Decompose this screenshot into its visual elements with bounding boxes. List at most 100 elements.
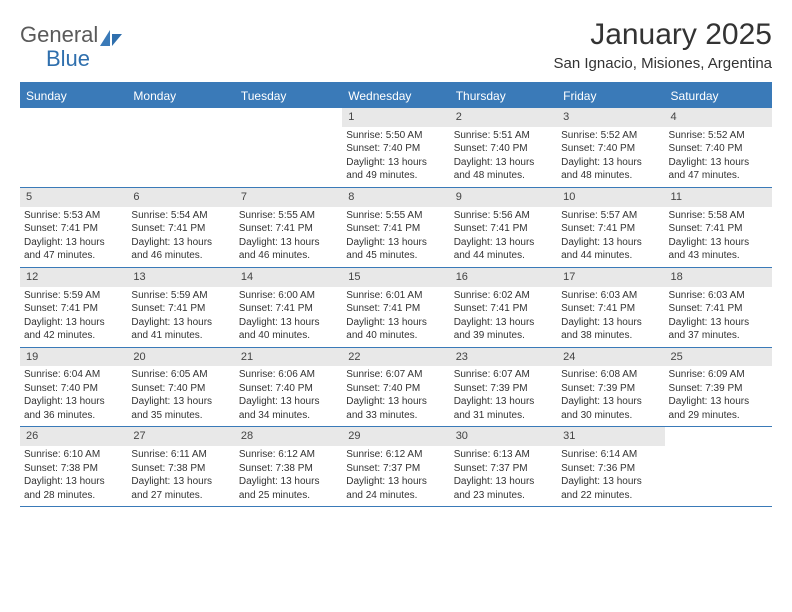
day-cell: 29Sunrise: 6:12 AMSunset: 7:37 PMDayligh… (342, 427, 449, 506)
daylight-line: Daylight: 13 hours and 39 minutes. (454, 316, 553, 343)
sunrise-line: Sunrise: 6:09 AM (669, 368, 768, 382)
day-cell: 6Sunrise: 5:54 AMSunset: 7:41 PMDaylight… (127, 188, 234, 267)
day-number: 28 (235, 427, 342, 446)
day-header: Saturday (665, 84, 772, 108)
day-number: 20 (127, 348, 234, 367)
day-header: Friday (557, 84, 664, 108)
day-cell: 30Sunrise: 6:13 AMSunset: 7:37 PMDayligh… (450, 427, 557, 506)
day-cell: 26Sunrise: 6:10 AMSunset: 7:38 PMDayligh… (20, 427, 127, 506)
day-cell: 4Sunrise: 5:52 AMSunset: 7:40 PMDaylight… (665, 108, 772, 187)
daylight-line: Daylight: 13 hours and 37 minutes. (669, 316, 768, 343)
day-cell: 12Sunrise: 5:59 AMSunset: 7:41 PMDayligh… (20, 268, 127, 347)
daylight-line: Daylight: 13 hours and 44 minutes. (561, 236, 660, 263)
day-cell: 2Sunrise: 5:51 AMSunset: 7:40 PMDaylight… (450, 108, 557, 187)
sunset-line: Sunset: 7:39 PM (454, 382, 553, 396)
sunset-line: Sunset: 7:40 PM (454, 142, 553, 156)
logo-text: General Blue (20, 24, 124, 71)
day-number: 29 (342, 427, 449, 446)
daylight-line: Daylight: 13 hours and 34 minutes. (239, 395, 338, 422)
daylight-line: Daylight: 13 hours and 41 minutes. (131, 316, 230, 343)
day-number: 9 (450, 188, 557, 207)
daylight-line: Daylight: 13 hours and 49 minutes. (346, 156, 445, 183)
day-cell: 15Sunrise: 6:01 AMSunset: 7:41 PMDayligh… (342, 268, 449, 347)
sunrise-line: Sunrise: 6:12 AM (346, 448, 445, 462)
daylight-line: Daylight: 13 hours and 48 minutes. (561, 156, 660, 183)
sunset-line: Sunset: 7:41 PM (131, 302, 230, 316)
sunrise-line: Sunrise: 6:11 AM (131, 448, 230, 462)
sunset-line: Sunset: 7:41 PM (239, 222, 338, 236)
sunset-line: Sunset: 7:41 PM (346, 302, 445, 316)
day-number: 8 (342, 188, 449, 207)
daylight-line: Daylight: 13 hours and 31 minutes. (454, 395, 553, 422)
day-cell: 14Sunrise: 6:00 AMSunset: 7:41 PMDayligh… (235, 268, 342, 347)
daylight-line: Daylight: 13 hours and 25 minutes. (239, 475, 338, 502)
sunrise-line: Sunrise: 5:51 AM (454, 129, 553, 143)
sunset-line: Sunset: 7:39 PM (561, 382, 660, 396)
day-header: Monday (127, 84, 234, 108)
sunset-line: Sunset: 7:39 PM (669, 382, 768, 396)
daylight-line: Daylight: 13 hours and 47 minutes. (669, 156, 768, 183)
sunrise-line: Sunrise: 5:54 AM (131, 209, 230, 223)
sunrise-line: Sunrise: 6:04 AM (24, 368, 123, 382)
sunset-line: Sunset: 7:41 PM (669, 302, 768, 316)
daylight-line: Daylight: 13 hours and 35 minutes. (131, 395, 230, 422)
day-cell: 8Sunrise: 5:55 AMSunset: 7:41 PMDaylight… (342, 188, 449, 267)
sunset-line: Sunset: 7:40 PM (24, 382, 123, 396)
day-cell (665, 427, 772, 506)
day-cell: 7Sunrise: 5:55 AMSunset: 7:41 PMDaylight… (235, 188, 342, 267)
day-cell: 13Sunrise: 5:59 AMSunset: 7:41 PMDayligh… (127, 268, 234, 347)
sunrise-line: Sunrise: 5:56 AM (454, 209, 553, 223)
day-cell: 16Sunrise: 6:02 AMSunset: 7:41 PMDayligh… (450, 268, 557, 347)
sunrise-line: Sunrise: 5:58 AM (669, 209, 768, 223)
day-cell: 24Sunrise: 6:08 AMSunset: 7:39 PMDayligh… (557, 348, 664, 427)
day-number: 27 (127, 427, 234, 446)
day-number: 26 (20, 427, 127, 446)
day-cell: 1Sunrise: 5:50 AMSunset: 7:40 PMDaylight… (342, 108, 449, 187)
sunrise-line: Sunrise: 6:01 AM (346, 289, 445, 303)
sunrise-line: Sunrise: 5:52 AM (561, 129, 660, 143)
day-number: 25 (665, 348, 772, 367)
daylight-line: Daylight: 13 hours and 40 minutes. (239, 316, 338, 343)
day-number: 23 (450, 348, 557, 367)
logo-word-1: General (20, 22, 98, 47)
sunset-line: Sunset: 7:40 PM (669, 142, 768, 156)
sunrise-line: Sunrise: 6:13 AM (454, 448, 553, 462)
day-cell: 31Sunrise: 6:14 AMSunset: 7:36 PMDayligh… (557, 427, 664, 506)
week-row: 1Sunrise: 5:50 AMSunset: 7:40 PMDaylight… (20, 108, 772, 188)
daylight-line: Daylight: 13 hours and 23 minutes. (454, 475, 553, 502)
day-header: Thursday (450, 84, 557, 108)
daylight-line: Daylight: 13 hours and 27 minutes. (131, 475, 230, 502)
calendar: SundayMondayTuesdayWednesdayThursdayFrid… (20, 82, 772, 507)
day-header-row: SundayMondayTuesdayWednesdayThursdayFrid… (20, 84, 772, 108)
daylight-line: Daylight: 13 hours and 28 minutes. (24, 475, 123, 502)
day-cell: 19Sunrise: 6:04 AMSunset: 7:40 PMDayligh… (20, 348, 127, 427)
day-number: 6 (127, 188, 234, 207)
daylight-line: Daylight: 13 hours and 48 minutes. (454, 156, 553, 183)
day-cell: 9Sunrise: 5:56 AMSunset: 7:41 PMDaylight… (450, 188, 557, 267)
sunset-line: Sunset: 7:41 PM (24, 222, 123, 236)
sunset-line: Sunset: 7:41 PM (346, 222, 445, 236)
title-block: January 2025 San Ignacio, Misiones, Arge… (554, 18, 772, 72)
day-number: 11 (665, 188, 772, 207)
sunset-line: Sunset: 7:38 PM (131, 462, 230, 476)
day-cell (235, 108, 342, 187)
day-cell: 22Sunrise: 6:07 AMSunset: 7:40 PMDayligh… (342, 348, 449, 427)
sunset-line: Sunset: 7:41 PM (561, 222, 660, 236)
day-cell: 20Sunrise: 6:05 AMSunset: 7:40 PMDayligh… (127, 348, 234, 427)
day-cell: 17Sunrise: 6:03 AMSunset: 7:41 PMDayligh… (557, 268, 664, 347)
sunrise-line: Sunrise: 6:07 AM (346, 368, 445, 382)
sunset-line: Sunset: 7:40 PM (239, 382, 338, 396)
day-number: 24 (557, 348, 664, 367)
day-number: 13 (127, 268, 234, 287)
sunset-line: Sunset: 7:41 PM (561, 302, 660, 316)
day-cell: 11Sunrise: 5:58 AMSunset: 7:41 PMDayligh… (665, 188, 772, 267)
week-row: 19Sunrise: 6:04 AMSunset: 7:40 PMDayligh… (20, 348, 772, 428)
day-header: Wednesday (342, 84, 449, 108)
sunset-line: Sunset: 7:36 PM (561, 462, 660, 476)
day-header: Tuesday (235, 84, 342, 108)
day-number: 16 (450, 268, 557, 287)
day-number: 7 (235, 188, 342, 207)
sunrise-line: Sunrise: 6:02 AM (454, 289, 553, 303)
daylight-line: Daylight: 13 hours and 47 minutes. (24, 236, 123, 263)
sunrise-line: Sunrise: 5:59 AM (24, 289, 123, 303)
